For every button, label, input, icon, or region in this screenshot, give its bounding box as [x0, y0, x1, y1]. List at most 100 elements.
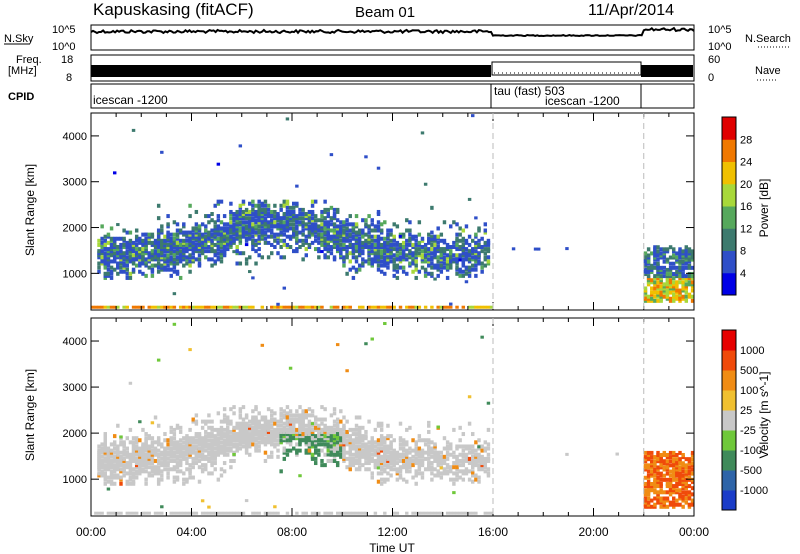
echo-cell	[684, 463, 689, 468]
echo-cell	[229, 458, 233, 463]
echo-cell	[389, 253, 393, 258]
echo-cell	[329, 448, 334, 453]
echo-cell	[270, 419, 274, 424]
echo-cell	[147, 232, 151, 237]
echo-cell	[386, 251, 390, 256]
echo-cell	[357, 452, 362, 457]
echo-cell	[364, 442, 368, 447]
echo-cell	[449, 452, 453, 457]
echo-cell	[678, 292, 682, 297]
echo-cell	[383, 436, 387, 441]
echo-cell	[357, 448, 362, 453]
echo-cell	[288, 214, 293, 219]
echo-cell	[461, 245, 466, 250]
echo-cell	[222, 448, 227, 453]
echo-cell	[125, 242, 129, 247]
echo-cell	[97, 255, 101, 260]
echo-cell	[109, 242, 114, 247]
echo-cell	[332, 305, 337, 309]
echo-cell	[191, 226, 195, 231]
echo-cell	[643, 298, 648, 303]
echo-cell	[251, 276, 255, 280]
echo-cell	[477, 305, 481, 309]
echo-cell	[216, 438, 221, 443]
echo-cell	[445, 456, 450, 461]
echo-cell	[119, 261, 123, 266]
echo-cell	[257, 236, 261, 241]
echo-cell	[163, 432, 167, 437]
echo-cell	[461, 228, 466, 233]
echo-cell	[279, 216, 283, 221]
echo-cell	[235, 228, 239, 233]
echo-cell	[222, 228, 227, 233]
echo-cell	[185, 249, 189, 254]
echo-cell	[147, 265, 151, 270]
echo-cell	[357, 253, 362, 258]
echo-cell	[248, 220, 252, 225]
echo-cell	[433, 458, 437, 463]
echo-cell	[185, 450, 189, 455]
echo-cell	[131, 442, 136, 447]
echo-cell	[279, 207, 283, 212]
echo-cell	[216, 201, 221, 206]
echo-cell	[483, 469, 488, 474]
echo-cell	[251, 240, 255, 245]
echo-cell	[273, 444, 277, 449]
echo-cell	[103, 442, 108, 447]
echo-cell	[310, 442, 315, 447]
echo-cell	[646, 496, 651, 501]
echo-cell	[643, 292, 648, 297]
echo-cell	[383, 452, 387, 457]
echo-cell	[106, 448, 111, 453]
echo-cell	[433, 263, 437, 268]
echo-cell	[97, 511, 101, 515]
echo-cell	[188, 214, 192, 219]
echo-cell	[665, 452, 670, 457]
echo-cell	[656, 251, 660, 256]
echo-cell	[675, 459, 679, 464]
echo-cell	[386, 242, 390, 247]
echo-cell	[307, 242, 312, 247]
echo-cell	[103, 465, 108, 470]
echo-cell	[100, 458, 104, 463]
echo-cell	[238, 438, 243, 443]
echo-cell	[238, 432, 243, 437]
echo-cell	[373, 234, 378, 239]
echo-cell	[144, 238, 148, 243]
echo-cell	[112, 247, 117, 252]
echo-cell	[279, 245, 283, 250]
echo-cell	[295, 429, 299, 434]
echo-cell	[656, 455, 660, 460]
echo-cell	[398, 265, 403, 270]
echo-cell	[323, 452, 327, 457]
echo-cell	[116, 247, 120, 252]
echo-cell	[376, 257, 381, 262]
echo-cell	[436, 458, 440, 463]
echo-cell	[367, 440, 371, 445]
echo-cell	[100, 511, 104, 515]
echo-cell	[376, 461, 381, 466]
echo-cell	[304, 224, 309, 229]
echo-cell	[668, 492, 673, 497]
echo-cell	[687, 274, 692, 279]
echo-cell	[172, 261, 177, 266]
echo-cell	[367, 224, 371, 229]
echo-cell	[235, 434, 239, 439]
echo-cell	[386, 477, 390, 482]
echo-cell	[144, 232, 148, 236]
echo-cell	[433, 511, 437, 515]
echo-cell	[317, 452, 321, 457]
echo-cell	[128, 461, 133, 466]
echo-cell	[467, 458, 472, 463]
echo-cell	[263, 421, 268, 426]
echo-cell	[260, 415, 265, 420]
echo-cell	[461, 432, 466, 437]
echo-cell	[395, 275, 400, 280]
echo-cell	[474, 452, 478, 457]
echo-cell	[304, 305, 309, 309]
echo-cell	[675, 280, 679, 285]
echo-cell	[112, 473, 117, 478]
echo-cell	[411, 251, 415, 256]
echo-cell	[276, 214, 280, 219]
echo-cell	[238, 209, 243, 214]
